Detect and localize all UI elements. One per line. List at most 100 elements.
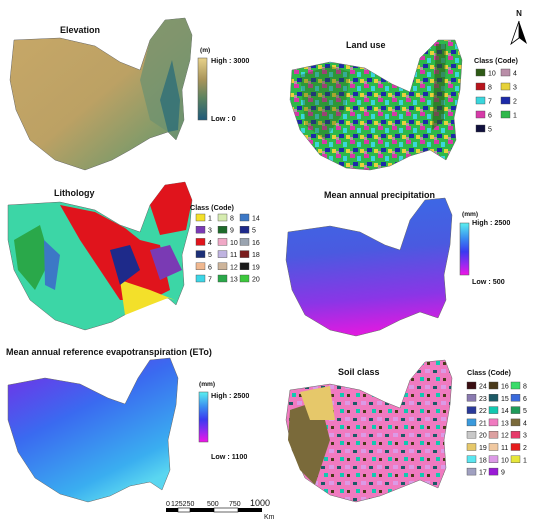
lithology-code-19: 19 <box>252 264 260 271</box>
land-use-map <box>289 39 463 171</box>
soil-swatch-12 <box>488 431 499 439</box>
soil-swatch-19 <box>466 443 477 451</box>
land-use-title: Land use <box>346 40 386 50</box>
scale-seg-2 <box>177 507 191 513</box>
land-use-code-2: 2 <box>513 99 517 106</box>
lithology-legend: 1 8 143 9 54 10 165 11 186 12 197 13 20 <box>195 213 260 284</box>
soil-legend-title: Class (Code) <box>467 368 512 377</box>
lithology-code-7: 7 <box>208 277 212 284</box>
land-use-legend: 10 4 8 3 7 2 6 1 5 <box>475 68 517 134</box>
soil-panel: Soil class Class (Code) 24 16 823 15 622 14 52… <box>285 359 527 503</box>
north-label: N <box>516 9 522 18</box>
soil-code-1: 1 <box>523 457 527 464</box>
elevation-high-label: High : 3000 <box>211 56 249 65</box>
elevation-color-ramp <box>197 57 208 121</box>
scale-bar: 0 125250 500 750 1000 Km <box>166 498 275 521</box>
north-arrow-icon <box>519 21 527 44</box>
soil-code-19: 19 <box>479 445 487 452</box>
lithology-code-14: 14 <box>252 216 260 223</box>
scale-seg-5 <box>238 508 262 512</box>
elevation-title: Elevation <box>60 25 100 35</box>
soil-swatch-13 <box>488 418 499 427</box>
land-use-forest-strip <box>432 44 446 130</box>
soil-title: Soil class <box>338 367 380 377</box>
soil-zone-19 <box>300 386 335 420</box>
lithology-code-20: 20 <box>252 277 260 284</box>
eto-panel: Mean annual reference evapotranspiration… <box>6 347 249 503</box>
scale-tick-0: 0 <box>166 501 170 508</box>
scale-seg-4 <box>213 507 239 513</box>
soil-code-3: 3 <box>523 433 527 440</box>
soil-swatch-15 <box>488 394 499 402</box>
lithology-zone-5 <box>110 245 140 285</box>
soil-code-5: 5 <box>523 408 527 415</box>
lithology-code-16: 16 <box>252 240 260 247</box>
soil-code-6: 6 <box>523 396 527 403</box>
eto-low-label: Low : 1100 <box>211 452 247 461</box>
lithology-swatch-20 <box>239 274 250 283</box>
lithology-code-8: 8 <box>230 216 234 223</box>
soil-code-14: 14 <box>501 408 509 415</box>
scale-tick-1000: 1000 <box>250 498 270 508</box>
land-use-panel: Land use Class (Code) 10 4 8 3 7 2 6 1 5 <box>289 39 519 171</box>
lithology-code-1: 1 <box>208 216 212 223</box>
lithology-swatch-3 <box>195 225 206 234</box>
eto-high-label: High : 2500 <box>211 391 249 400</box>
lithology-swatch-18 <box>239 250 250 258</box>
north-arrow: N <box>510 9 527 46</box>
land-use-code-6: 6 <box>488 113 492 120</box>
lithology-swatch-6 <box>195 262 206 270</box>
soil-code-12: 12 <box>501 433 509 440</box>
soil-swatch-16 <box>488 381 499 390</box>
soil-swatch-2 <box>510 443 521 451</box>
precipitation-map <box>285 197 453 337</box>
land-use-forest-zone <box>300 66 350 140</box>
lithology-swatch-7 <box>195 274 206 283</box>
soil-code-11: 11 <box>501 445 508 452</box>
precipitation-panel: Mean annual precipitation (mm) High : 25… <box>285 190 510 337</box>
precipitation-unit: (mm) <box>462 211 478 218</box>
eto-unit: (mm) <box>199 381 215 388</box>
lithology-code-11: 11 <box>230 252 237 259</box>
soil-code-4: 4 <box>523 420 527 427</box>
land-use-swatch-10 <box>475 68 486 77</box>
soil-swatch-18 <box>466 455 477 463</box>
soil-code-15: 15 <box>501 396 509 403</box>
soil-legend: 24 16 8 23 15 6 22 14 5 21 13 4 20 12 3 19 11 2 18 10 1 17 9 <box>466 381 527 477</box>
land-use-swatch-6 <box>475 110 486 119</box>
scale-tick-750: 750 <box>229 501 241 508</box>
scale-seg-1 <box>166 508 178 512</box>
lithology-panel: Lithology Class (Code) 1 8 143 9 54 10 165 11 18… <box>7 181 260 331</box>
soil-code-20: 20 <box>479 433 487 440</box>
lithology-swatch-12 <box>217 262 228 270</box>
lithology-code-3: 3 <box>208 228 212 235</box>
soil-swatch-20 <box>466 431 477 439</box>
lithology-swatch-5 <box>195 250 206 258</box>
elevation-river-valley <box>160 60 180 132</box>
land-use-swatch-1 <box>500 110 511 119</box>
scale-tick-500: 500 <box>207 501 219 508</box>
soil-swatch-9 <box>488 467 499 476</box>
elevation-low-label: Low : 0 <box>211 114 236 123</box>
lithology-swatch-11 <box>217 250 228 258</box>
lithology-swatch-1 <box>195 213 206 222</box>
land-use-code-4: 4 <box>513 71 517 78</box>
elevation-unit: (m) <box>200 47 210 54</box>
lithology-zone-4-north <box>150 182 192 235</box>
lithology-code-4: 4 <box>208 240 212 247</box>
scale-tick-125250: 125250 <box>171 501 194 508</box>
land-use-code-3: 3 <box>513 85 517 92</box>
lithology-zone-13 <box>14 225 50 290</box>
lithology-swatch-10 <box>217 238 228 246</box>
soil-swatch-10 <box>488 455 499 463</box>
soil-code-8: 8 <box>523 384 527 391</box>
soil-code-10: 10 <box>501 457 509 464</box>
land-use-code-10: 10 <box>488 71 496 78</box>
soil-code-18: 18 <box>479 457 487 464</box>
precipitation-high-label: High : 2500 <box>472 218 510 227</box>
precipitation-title: Mean annual precipitation <box>324 190 435 200</box>
soil-code-17: 17 <box>479 470 487 477</box>
land-use-swatch-5 <box>475 124 486 133</box>
lithology-code-10: 10 <box>230 240 238 247</box>
land-use-swatch-4 <box>500 68 511 77</box>
